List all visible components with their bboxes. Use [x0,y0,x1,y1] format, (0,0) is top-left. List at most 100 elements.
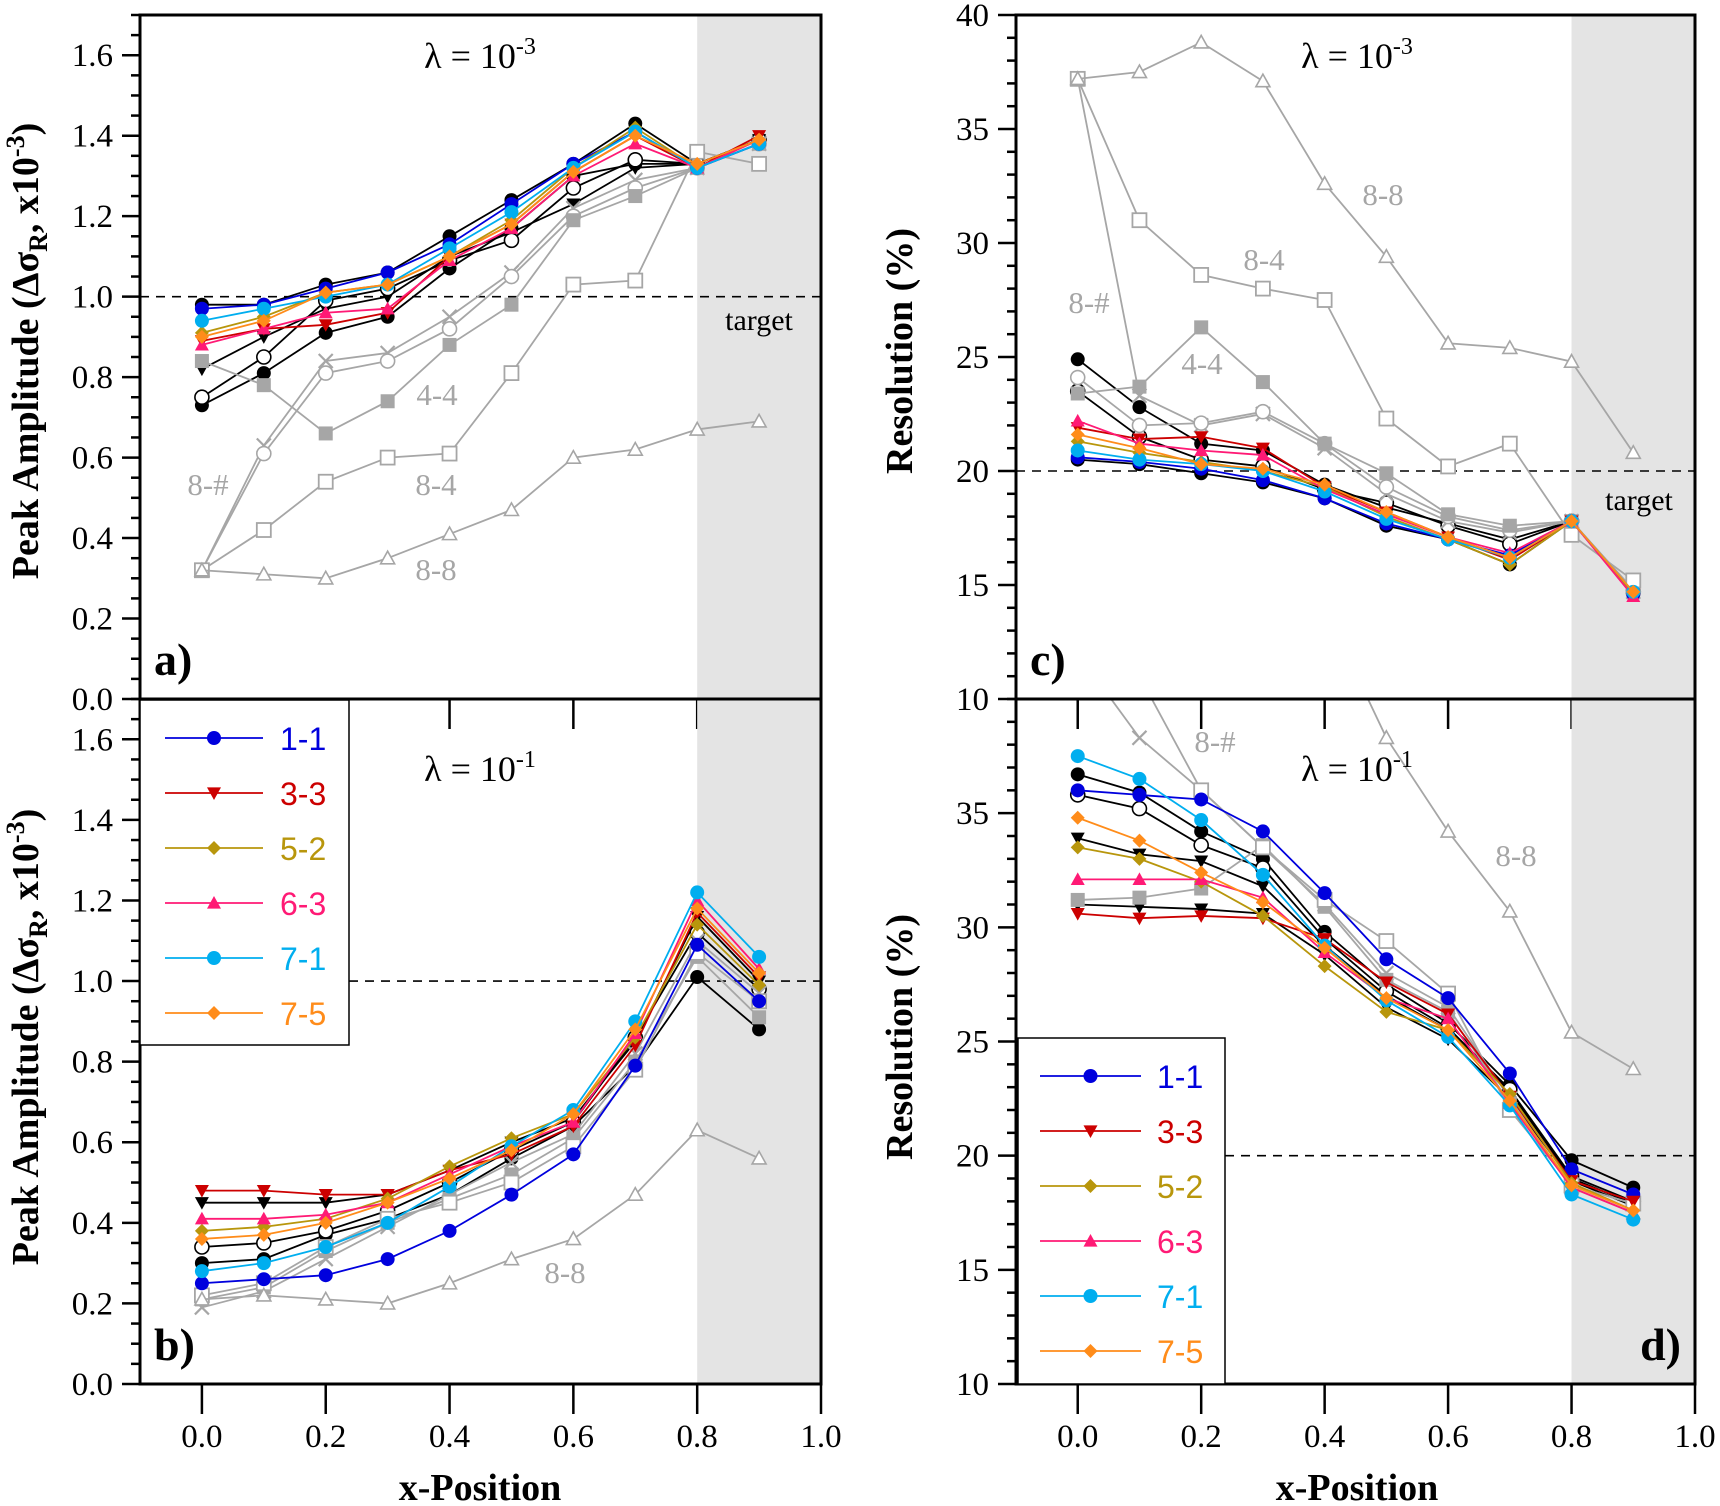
panel-title: λ = 10-3 [424,34,536,76]
x-tick-label: 1.0 [1674,1419,1715,1455]
data-point [1071,646,1085,660]
legend-entry-3-3: 3-3 [165,776,326,812]
series-7-5 [194,128,767,344]
data-point [1070,892,1085,907]
data-point [256,1211,271,1225]
data-point [1132,379,1147,394]
data-point [1194,555,1208,568]
data-point [1255,839,1271,856]
data-point [1379,1004,1394,1019]
data-point [1379,466,1394,481]
data-point [504,205,519,220]
x-tick-label: 0.6 [1427,1419,1468,1455]
data-point [688,1121,706,1137]
series-line [1077,794,1634,1203]
legend-entry-7-5: 7-5 [1040,1334,1203,1370]
target-label: target [1605,484,1673,517]
data-point [317,365,334,381]
data-point [1194,792,1209,807]
data-point [318,1189,333,1202]
data-point [1071,578,1085,592]
title-base: λ = 10 [1301,36,1393,76]
data-point [1501,339,1519,355]
series-line [201,975,760,1265]
data-point [318,426,333,441]
data-point [626,1185,644,1202]
data-point [1255,895,1270,910]
series-annotation: 8-8 [1362,177,1403,212]
data-point [1441,1011,1456,1025]
legend-entry-5-2: 5-2 [165,831,326,867]
data-point [566,198,581,212]
data-point [1131,800,1148,817]
series-line [201,142,760,571]
data-point [1069,369,1086,386]
data-point [1194,320,1209,335]
series-line [1077,358,1634,593]
data-point [441,308,458,325]
data-point [1626,1203,1641,1218]
data-point [504,1143,519,1158]
legend-box [139,699,350,1046]
y-axis-title-amplitude: Peak Amplitude (ΔσR, x10-3) [1,123,53,580]
title-exponent: -1 [516,747,536,773]
series-line [201,943,760,1285]
data-point [566,1115,581,1128]
x-tick-label: 0.4 [1304,1419,1345,1455]
data-point [1378,479,1395,495]
data-point [503,365,520,381]
data-point [1626,1212,1641,1227]
series-unlabeled-7 [194,143,767,579]
data-point [1070,413,1085,427]
data-point [1255,448,1270,461]
panel-b: 0.0 0.2 0.4 0.6 0.8 1.0 1.2 1.4 1.6 0.0 0.2 0.4 0.6 0… [72,697,842,1455]
y-tick-label: 0.8 [72,1045,113,1081]
series-7-5 [1070,427,1641,599]
y-tick-label: 0.4 [72,1206,113,1242]
data-point [1254,72,1272,88]
data-point [751,155,767,172]
data-point [380,277,395,292]
y-tick-label: 15 [956,1253,989,1289]
x-tick-label: 0.8 [677,1419,718,1455]
series-line [201,923,760,1232]
series-line [201,955,760,1301]
series-line [201,130,760,310]
data-point [1194,865,1209,880]
legend-marker [1083,1069,1098,1083]
data-point [194,1184,209,1198]
data-point [689,143,706,160]
data-point [256,1272,271,1287]
data-point [752,132,767,147]
data-point [1255,403,1271,420]
data-point [628,1014,643,1029]
ylabel-part: , x10 [5,157,47,233]
panel-title: λ = 10-3 [1301,34,1413,76]
legend: 1-1 3-3 5-2 6-3 7-1 7-5 [139,699,350,1046]
series-annotation: 8-4 [1243,242,1285,277]
series-line [1366,699,1634,1070]
legend-label: 6-3 [280,886,326,922]
data-point [1563,352,1580,368]
x-tick-label: 0.6 [553,1419,594,1455]
data-point [318,285,333,300]
data-point [256,321,271,335]
series-line [201,890,760,1273]
data-point [256,313,271,328]
legend-marker [1083,1344,1098,1358]
data-point [752,1022,767,1037]
data-point [1069,70,1087,86]
series-line [201,138,760,398]
data-point [628,128,643,143]
data-point [1132,771,1147,786]
data-point [317,353,334,369]
data-point [1624,444,1642,460]
data-point [442,1179,457,1194]
data-point [1563,526,1580,543]
data-point [750,1149,768,1165]
legend-entry-5-2: 5-2 [1040,1169,1203,1205]
y-tick-label: 25 [956,1025,989,1061]
series-annotation: 8-# [1194,724,1235,759]
series-unlabeled-7 [1194,555,1642,1076]
data-point [1564,1162,1579,1177]
